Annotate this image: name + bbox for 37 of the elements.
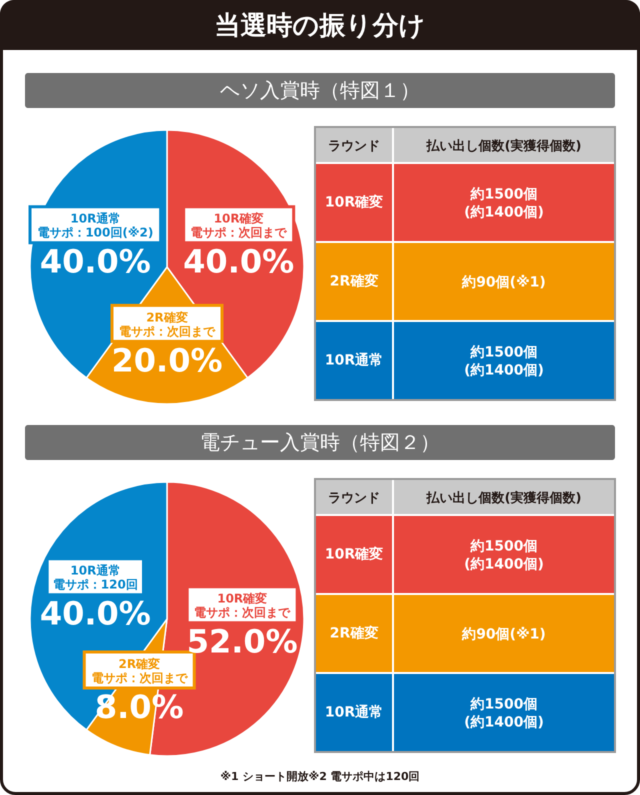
category-label: 10R確変: [324, 194, 384, 210]
category-label: 10R通常: [324, 704, 384, 720]
text: 払い出し個数(実獲得個数): [426, 490, 582, 506]
chart-title: 電チュー入賞時（特図２）: [200, 430, 440, 454]
slice-label: 2R確変: [118, 657, 160, 672]
slice-label: 10R通常: [70, 212, 120, 226]
category-label: 10R確変: [324, 546, 384, 562]
text: 払い出し個数(実獲得個数): [426, 138, 582, 154]
slice-label: 10R確変: [217, 592, 268, 606]
text: 電サポ：次回まで: [190, 226, 288, 240]
category-label: 10R通常: [324, 352, 384, 368]
text: 電サポ：100回(※2): [37, 226, 154, 240]
text: 約90個(※1): [462, 626, 546, 642]
data-label: 20.0%: [111, 341, 223, 380]
slice-label: 2R確変: [146, 310, 188, 324]
data-label: 40.0%: [40, 594, 151, 633]
text: 電サポ：120回: [52, 578, 138, 592]
data-label: 40.0%: [40, 242, 151, 281]
text: 約90個(※1): [462, 274, 546, 290]
text: 電サポ：次回まで: [119, 324, 216, 338]
text: ラウンド: [328, 139, 380, 154]
text: ラウンド: [328, 491, 380, 506]
text: 当選時の振り分け: [214, 11, 426, 41]
text: 電サポ：次回まで: [91, 671, 188, 686]
data-label: 52.0%: [186, 622, 298, 661]
category-label: 2R確変: [330, 272, 378, 290]
text: 約1500個 (約1400個): [464, 186, 544, 220]
text: 約1500個 (約1400個): [464, 538, 544, 572]
text: 約1500個 (約1400個): [464, 344, 544, 378]
text: 約1500個 (約1400個): [464, 696, 544, 730]
chart-title: ヘソ入賞時（特図１）: [220, 78, 420, 102]
category-label: 2R確変: [330, 624, 378, 642]
text: ※1 ショート開放※2 電サポ中は120回: [220, 770, 420, 783]
data-label: 40.0%: [183, 242, 294, 281]
slice-label: 10R確変: [214, 212, 264, 226]
slice-label: 10R通常: [70, 564, 120, 578]
text: 電サポ：次回まで: [194, 606, 292, 620]
